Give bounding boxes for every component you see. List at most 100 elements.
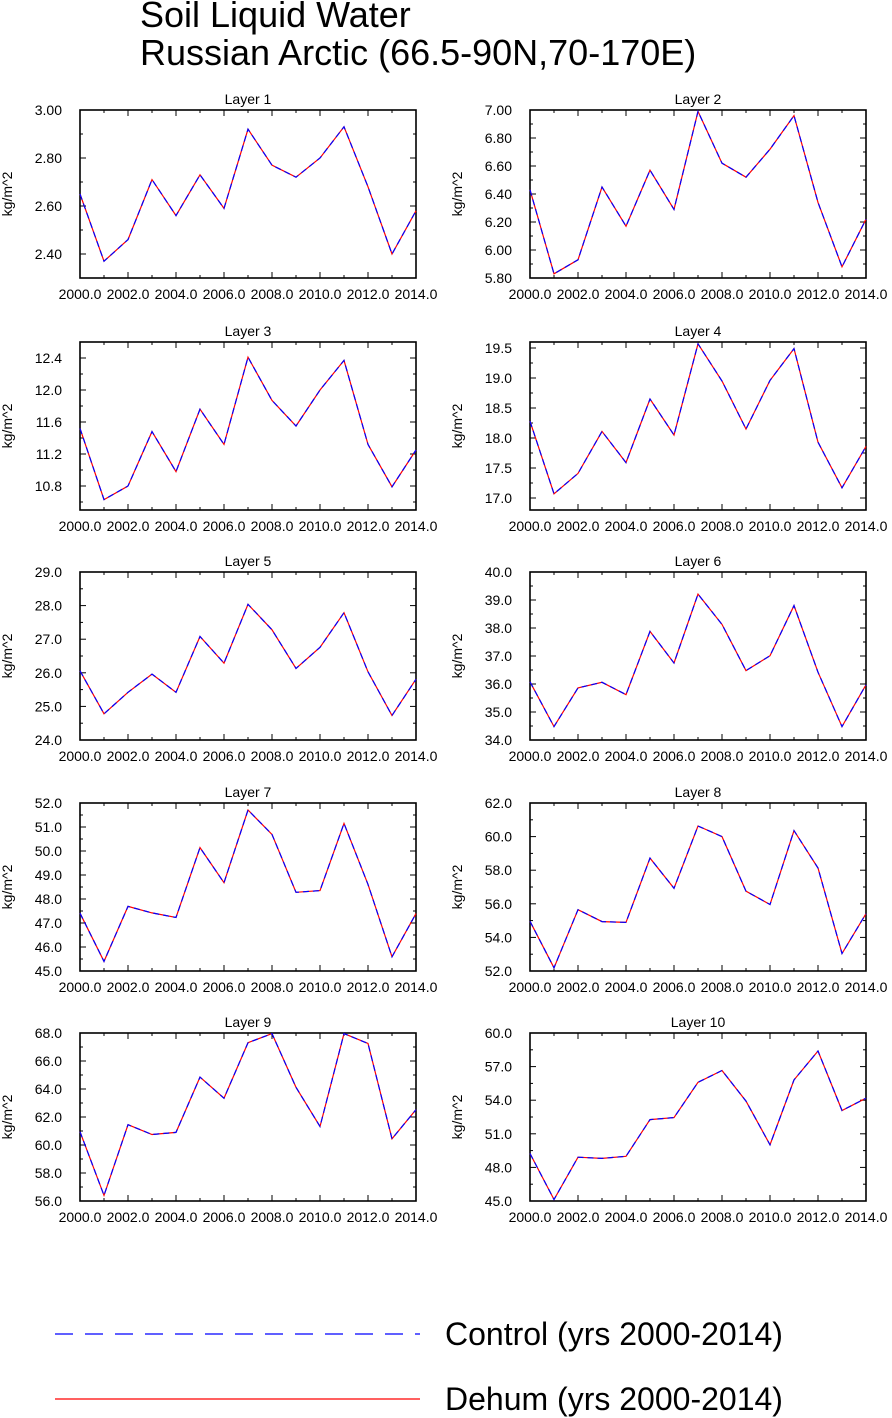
y-tick-label: 48.0 bbox=[485, 1159, 512, 1175]
y-tick-label: 11.2 bbox=[36, 446, 62, 462]
y-tick-label: 60.0 bbox=[35, 1137, 62, 1153]
y-tick-label: 19.0 bbox=[485, 370, 512, 386]
y-tick-label: 51.0 bbox=[485, 1126, 512, 1142]
x-tick-label: 2010.0 bbox=[299, 518, 342, 534]
y-tick-label: 52.0 bbox=[35, 795, 62, 811]
y-tick-label: 54.0 bbox=[485, 929, 512, 945]
y-tick-label: 39.0 bbox=[485, 592, 512, 608]
x-tick-label: 2006.0 bbox=[653, 518, 696, 534]
x-tick-label: 2014.0 bbox=[395, 1209, 438, 1225]
x-tick-label: 2004.0 bbox=[605, 748, 648, 764]
x-tick-label: 2002.0 bbox=[107, 748, 150, 764]
x-tick-label: 2000.0 bbox=[509, 748, 552, 764]
series-line-control bbox=[529, 592, 867, 728]
series-line-control bbox=[79, 1032, 417, 1198]
x-tick-label: 2008.0 bbox=[701, 518, 744, 534]
y-tick-label: 6.20 bbox=[485, 214, 512, 230]
y-tick-label: 3.00 bbox=[35, 102, 62, 118]
x-tick-label: 2014.0 bbox=[845, 1209, 888, 1225]
x-tick-label: 2006.0 bbox=[203, 518, 246, 534]
panel-layer-5: Layer 5 kg/m^2 2000.0 2002.0 2004.0 2006.0 200… bbox=[0, 553, 438, 764]
x-tick-label: 2014.0 bbox=[845, 748, 888, 764]
panel-layer-3: Layer 3 kg/m^2 2000.0 2002.0 2004.0 2006.0 200… bbox=[0, 323, 438, 534]
panel-title: Layer 7 bbox=[225, 784, 272, 800]
x-tick-label: 2012.0 bbox=[797, 1209, 840, 1225]
y-tick-label: 19.5 bbox=[485, 340, 512, 356]
y-axis-label: kg/m^2 bbox=[449, 633, 465, 678]
x-tick-label: 2012.0 bbox=[797, 979, 840, 995]
y-tick-label: 12.0 bbox=[35, 382, 62, 398]
x-tick-label: 2006.0 bbox=[203, 1209, 246, 1225]
y-tick-label: 52.0 bbox=[485, 963, 512, 979]
series-line-control bbox=[79, 125, 417, 263]
series-line-dehum bbox=[529, 592, 867, 728]
y-tick-label: 36.0 bbox=[485, 676, 512, 692]
x-tick-label: 2004.0 bbox=[605, 1209, 648, 1225]
y-tick-label: 6.80 bbox=[485, 130, 512, 146]
x-tick-label: 2006.0 bbox=[653, 1209, 696, 1225]
series-line-dehum bbox=[529, 825, 867, 970]
y-axis-label: kg/m^2 bbox=[0, 1094, 15, 1139]
y-axis-label: kg/m^2 bbox=[449, 171, 465, 216]
x-tick-label: 2002.0 bbox=[107, 1209, 150, 1225]
panel-title: Layer 2 bbox=[675, 91, 722, 107]
y-tick-label: 6.60 bbox=[485, 158, 512, 174]
y-tick-label: 10.8 bbox=[35, 478, 62, 494]
x-tick-label: 2012.0 bbox=[347, 518, 390, 534]
y-axis-label: kg/m^2 bbox=[449, 1094, 465, 1139]
panel-title: Layer 4 bbox=[675, 323, 722, 339]
panel-layer-10: Layer 10 kg/m^2 2000.0 2002.0 2004.0 2006.0 20… bbox=[449, 1014, 888, 1225]
y-tick-label: 64.0 bbox=[35, 1081, 62, 1097]
series-line-dehum bbox=[79, 603, 417, 717]
y-tick-label: 28.0 bbox=[35, 598, 62, 614]
y-tick-label: 27.0 bbox=[35, 631, 62, 647]
x-tick-label: 2002.0 bbox=[557, 286, 600, 302]
x-tick-label: 2000.0 bbox=[59, 286, 102, 302]
plot-frame bbox=[529, 1032, 867, 1202]
x-tick-label: 2012.0 bbox=[347, 1209, 390, 1225]
y-tick-label: 49.0 bbox=[35, 867, 62, 883]
panel-layer-4: Layer 4 kg/m^2 2000.0 2002.0 2004.0 2006.0 200… bbox=[449, 323, 888, 534]
series-line-dehum bbox=[79, 355, 417, 501]
y-tick-label: 18.0 bbox=[485, 430, 512, 446]
x-tick-label: 2008.0 bbox=[701, 286, 744, 302]
x-tick-label: 2012.0 bbox=[347, 979, 390, 995]
plot-frame bbox=[79, 571, 417, 741]
y-tick-label: 2.80 bbox=[35, 150, 62, 166]
series-line-dehum bbox=[529, 342, 867, 495]
series-line-control bbox=[529, 825, 867, 970]
x-tick-label: 2006.0 bbox=[653, 286, 696, 302]
title-line-1: Soil Liquid Water bbox=[140, 0, 411, 35]
panel-layer-6: Layer 6 kg/m^2 2000.0 2002.0 2004.0 2006.0 200… bbox=[449, 553, 888, 764]
plot-frame bbox=[529, 571, 867, 741]
y-tick-label: 40.0 bbox=[485, 564, 512, 580]
series-line-dehum bbox=[79, 125, 417, 263]
x-tick-label: 2002.0 bbox=[557, 1209, 600, 1225]
panel-title: Layer 3 bbox=[225, 323, 272, 339]
y-tick-label: 60.0 bbox=[485, 1025, 512, 1041]
series-line-dehum bbox=[529, 109, 867, 275]
panel-title: Layer 10 bbox=[671, 1014, 726, 1030]
x-tick-label: 2008.0 bbox=[701, 979, 744, 995]
x-tick-label: 2010.0 bbox=[749, 518, 792, 534]
series-line-control bbox=[79, 808, 417, 963]
y-tick-label: 51.0 bbox=[35, 819, 62, 835]
panel-layer-9: Layer 9 kg/m^2 2000.0 2002.0 2004.0 2006.0 200… bbox=[0, 1014, 438, 1225]
y-tick-label: 37.0 bbox=[485, 648, 512, 664]
x-tick-label: 2014.0 bbox=[845, 518, 888, 534]
y-tick-label: 11.6 bbox=[36, 414, 62, 430]
x-tick-label: 2008.0 bbox=[251, 518, 294, 534]
y-tick-label: 34.0 bbox=[485, 732, 512, 748]
y-axis-label: kg/m^2 bbox=[0, 171, 15, 216]
series-line-dehum bbox=[529, 1049, 867, 1201]
plot-frame bbox=[79, 341, 417, 511]
x-tick-label: 2006.0 bbox=[653, 748, 696, 764]
y-axis-label: kg/m^2 bbox=[0, 403, 15, 448]
x-tick-label: 2000.0 bbox=[509, 286, 552, 302]
y-tick-label: 35.0 bbox=[485, 704, 512, 720]
plot-frame bbox=[529, 341, 867, 511]
y-tick-label: 62.0 bbox=[35, 1109, 62, 1125]
y-tick-label: 60.0 bbox=[485, 829, 512, 845]
y-tick-label: 58.0 bbox=[35, 1165, 62, 1181]
x-tick-label: 2004.0 bbox=[155, 979, 198, 995]
